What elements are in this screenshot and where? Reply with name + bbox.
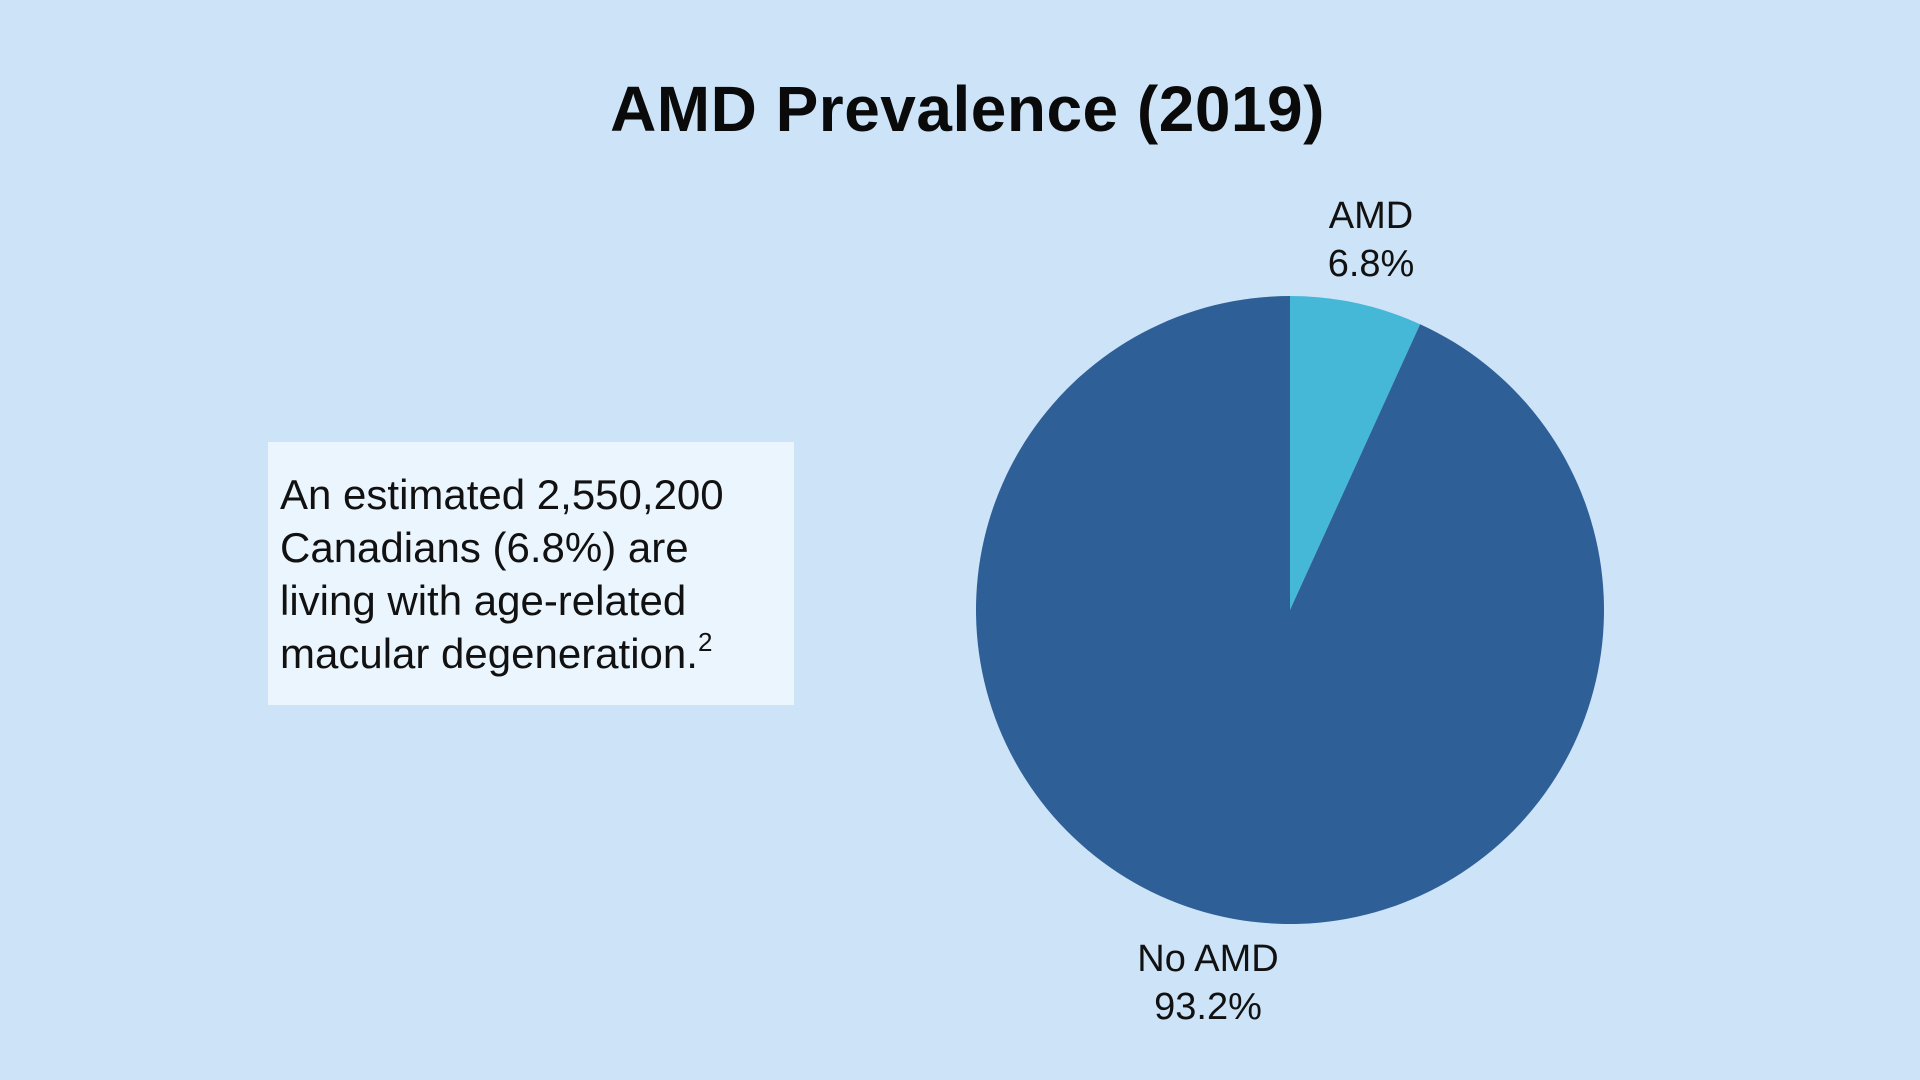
footnote-marker: 2 <box>697 627 713 657</box>
slice-label-name: AMD <box>1328 195 1414 237</box>
chart-title: AMD Prevalence (2019) <box>610 73 1325 145</box>
pie-slices <box>976 296 1604 924</box>
callout-box: An estimated 2,550,200 Canadians (6.8%) … <box>268 442 794 705</box>
pie-slice-no-amd <box>976 296 1604 924</box>
slice-label-name: No AMD <box>1137 938 1279 980</box>
slice-label-amd: AMD 6.8% <box>1241 192 1501 288</box>
slice-label-value: 93.2% <box>1154 986 1262 1028</box>
pie-slice-amd <box>1290 296 1421 610</box>
callout-text: An estimated 2,550,200 Canadians (6.8%) … <box>280 468 785 680</box>
slice-label-value: 6.8% <box>1327 243 1415 285</box>
slice-label-no-amd: No AMD 93.2% <box>1078 935 1338 1031</box>
callout-body: An estimated 2,550,200 Canadians (6.8%) … <box>280 471 724 677</box>
